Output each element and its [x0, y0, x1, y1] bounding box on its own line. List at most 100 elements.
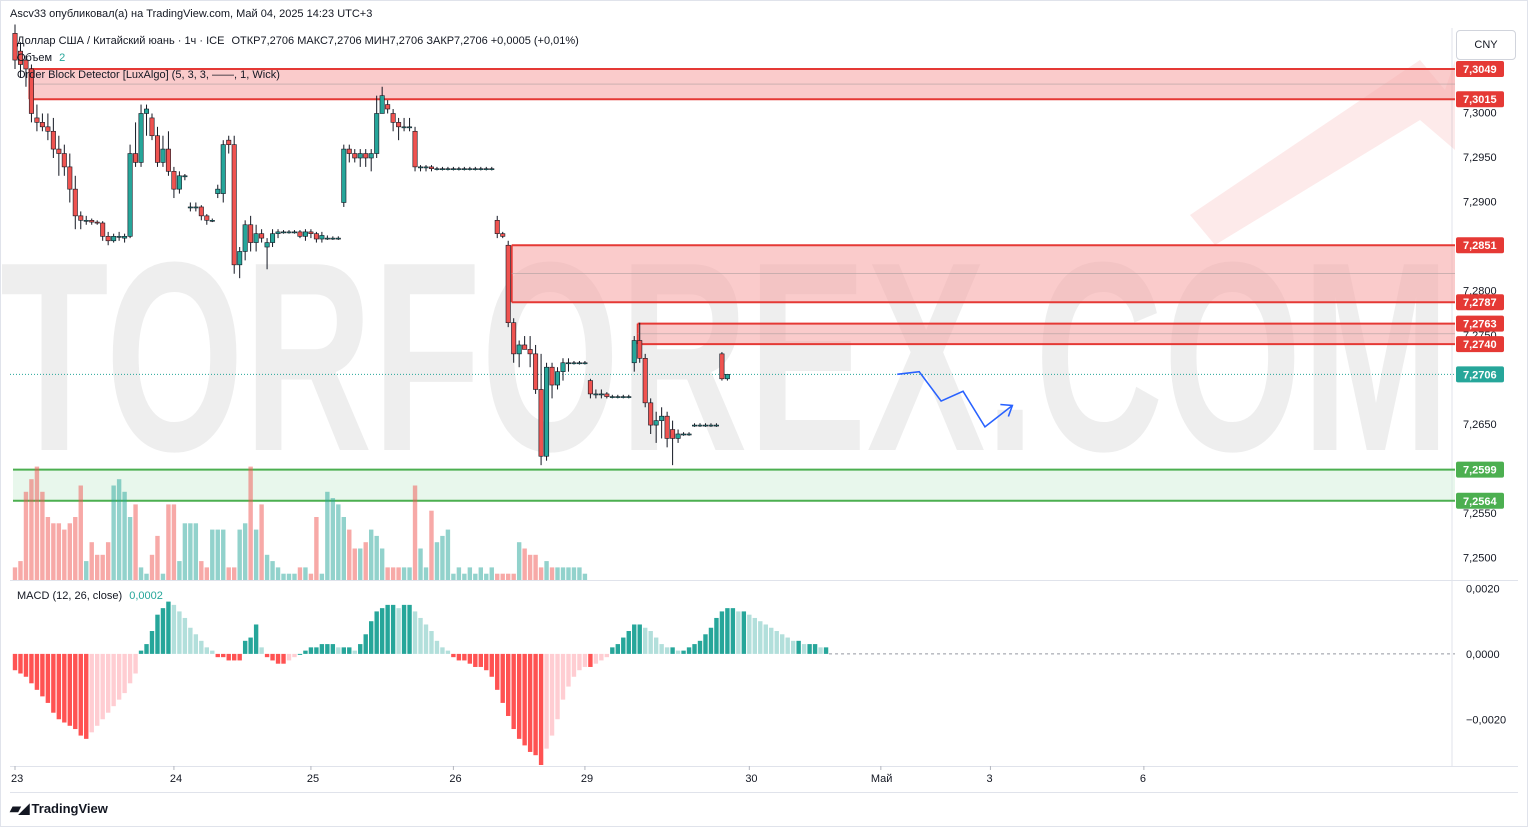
macd-bar [632, 624, 637, 654]
candle [423, 165, 429, 172]
volume-bar [363, 542, 368, 580]
candle [281, 230, 287, 234]
volume-label: Объем [17, 52, 53, 64]
macd-bar [516, 653, 522, 739]
candle [193, 202, 199, 212]
volume-bar [62, 529, 67, 580]
candle [209, 218, 215, 223]
volume-bar [347, 529, 352, 580]
candle [302, 229, 308, 241]
price-label-box [1456, 60, 1504, 77]
watermark-arrow [1190, 60, 1455, 245]
candle-body [264, 242, 270, 248]
candle-body [587, 380, 593, 395]
candle-body [664, 415, 670, 439]
candle [122, 233, 128, 243]
candle-body [259, 233, 265, 239]
volume-bar [516, 542, 522, 580]
macd-bar [270, 653, 275, 661]
volume-bar [221, 529, 226, 580]
volume-bar [78, 485, 83, 580]
volume-bar [275, 567, 281, 580]
candle-body [330, 237, 336, 240]
candle [544, 362, 550, 461]
candle-body [34, 117, 40, 123]
candle [100, 221, 106, 241]
volume-bar [226, 567, 231, 580]
candle-body [154, 135, 160, 163]
candle [626, 394, 632, 399]
candle [489, 166, 495, 171]
macd-bar [506, 653, 511, 716]
price-label-red: 7,2763 [1456, 315, 1504, 332]
macd-bar [621, 637, 626, 654]
candle-body [253, 233, 259, 243]
volume-bar [352, 548, 357, 580]
macd-label: MACD (12, 26, close) [17, 590, 123, 602]
volume-bar [440, 535, 445, 580]
macd-bar [434, 640, 440, 654]
price-label-text: 7,2787 [1463, 297, 1497, 309]
candle-body [122, 236, 128, 239]
candle-body [56, 148, 62, 154]
candle [522, 336, 528, 350]
candle [138, 104, 144, 167]
macd-bar [555, 653, 560, 720]
candle-body [681, 433, 687, 436]
candle-body [28, 68, 34, 114]
candle-body [675, 433, 681, 439]
volume-bar [281, 573, 286, 580]
candle-body [631, 340, 637, 364]
macd-bar [533, 653, 538, 756]
candle [346, 144, 352, 163]
volume-bar [45, 517, 51, 580]
macd-bar [34, 653, 40, 690]
time-tick-label: 26 [449, 773, 461, 785]
candle-body [642, 358, 648, 404]
volume-bar [401, 567, 407, 580]
candle [50, 117, 56, 158]
volume-bar [116, 479, 122, 580]
candle [500, 231, 506, 239]
volume-bar [358, 548, 363, 580]
candle [23, 55, 29, 87]
price-label-box [1456, 294, 1504, 311]
macd-bar [308, 647, 314, 654]
macd-bar [78, 653, 83, 736]
macd-bar [18, 653, 23, 674]
tradingview-logo-text: TradingView [31, 801, 108, 816]
volume-bar [193, 523, 199, 580]
candle-body [89, 220, 95, 223]
candle-body [286, 231, 292, 234]
volume-bar [286, 573, 292, 580]
candle-body [352, 153, 358, 159]
candle-body [198, 206, 204, 217]
volume-bar [489, 567, 494, 580]
macd-bar [396, 608, 401, 654]
price-tick-label: 7,2500 [1463, 553, 1497, 565]
volume-bar [390, 567, 396, 580]
candle [450, 166, 456, 171]
candle-body [555, 371, 561, 386]
price-label-red: 7,3049 [1456, 60, 1504, 77]
candle [533, 344, 539, 394]
candle-body [45, 126, 51, 132]
price-label-red: 7,3015 [1456, 91, 1504, 108]
candle [428, 165, 434, 172]
volume-bar [418, 548, 423, 580]
price-label-box [1456, 237, 1504, 254]
tradingview-logo[interactable]: ▰◢ TradingView [10, 800, 108, 817]
candle-body [560, 362, 566, 372]
candle-body [692, 424, 698, 427]
volume-bar [522, 548, 527, 580]
candle-body [83, 220, 89, 222]
candle [587, 378, 593, 399]
candle [571, 360, 577, 365]
macd-bar [385, 604, 390, 654]
candle [401, 117, 407, 132]
currency-button[interactable]: CNY [1456, 30, 1516, 60]
candle-body [571, 362, 577, 365]
candle-body [505, 244, 511, 323]
macd-bar [489, 653, 494, 677]
